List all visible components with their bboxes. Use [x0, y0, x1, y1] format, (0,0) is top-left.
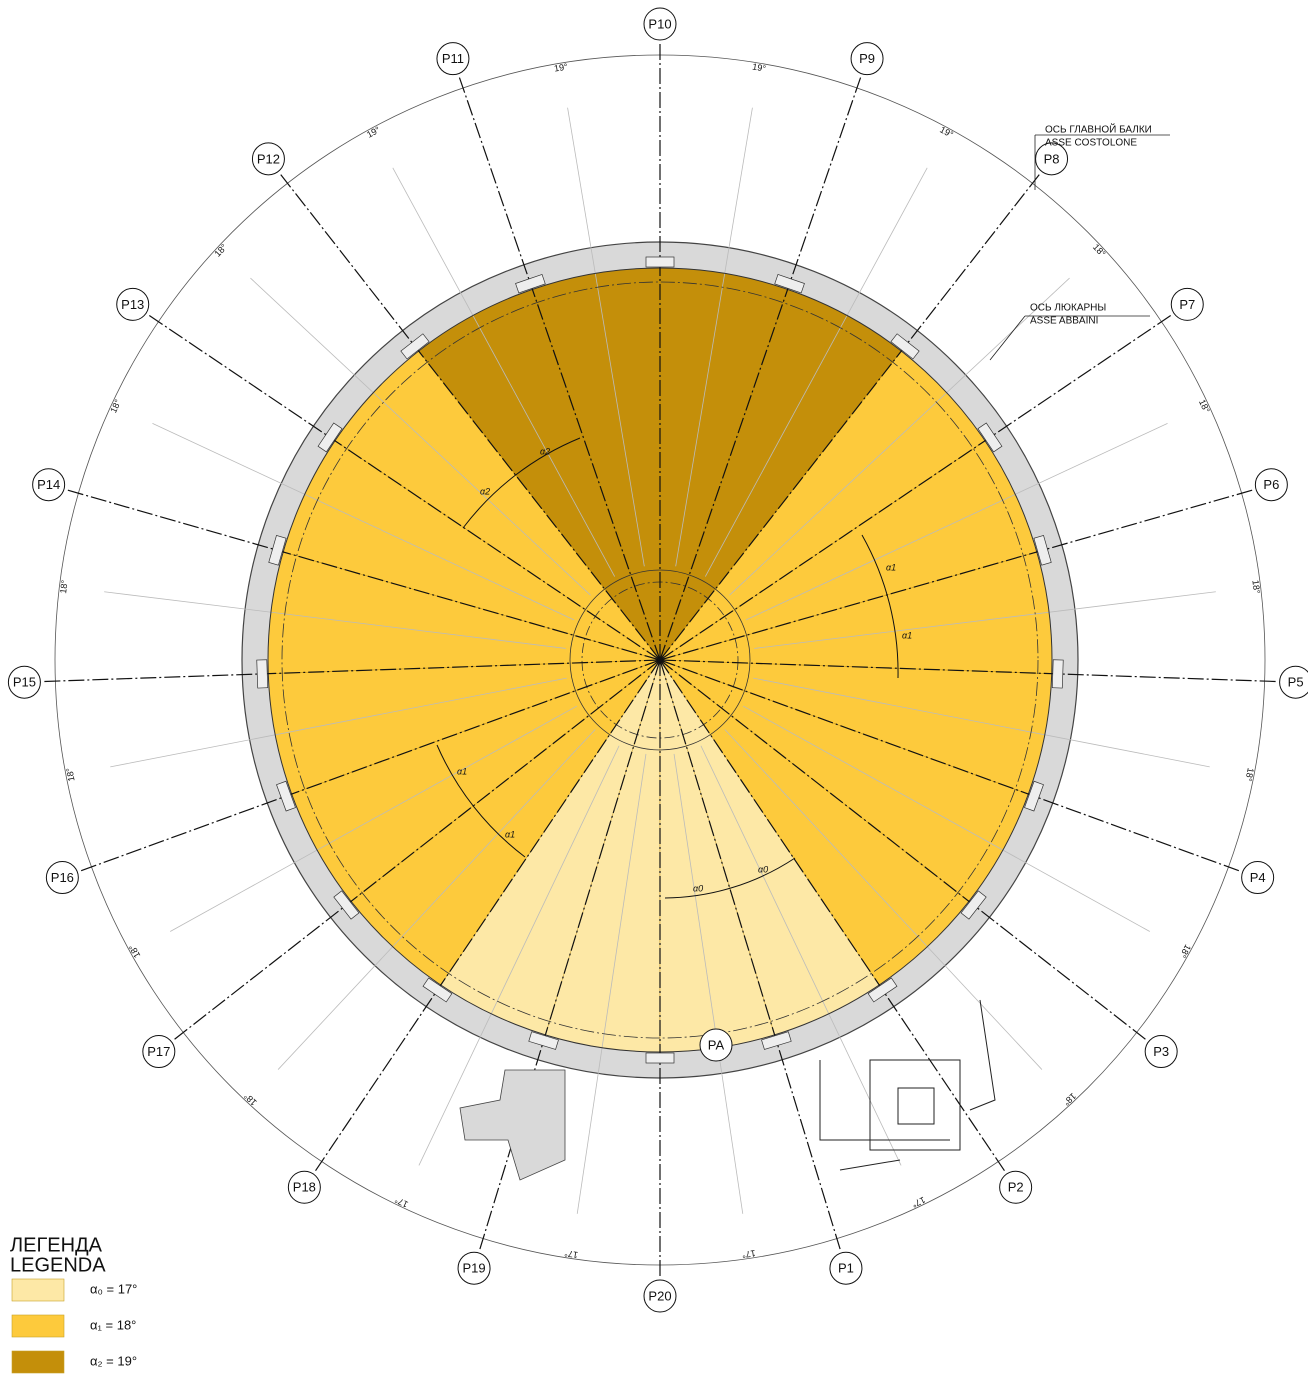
- beam-seat: [646, 1053, 674, 1063]
- axis-label: P13: [121, 297, 144, 312]
- legend-swatch: [12, 1315, 64, 1337]
- beam-seat: [257, 660, 268, 688]
- legend-title: LEGENDA: [10, 1254, 106, 1276]
- axis-label: P1: [838, 1261, 854, 1276]
- spacing-label: 17°: [910, 1195, 927, 1210]
- axis-label: P20: [648, 1288, 671, 1303]
- axis-label: P4: [1250, 870, 1266, 885]
- axis-label: P2: [1008, 1180, 1024, 1195]
- axis-label: P15: [13, 675, 36, 690]
- legend-label: α₁ = 18°: [90, 1317, 136, 1332]
- annotation-ru: ОСЬ ЛЮКАРНЫ: [1030, 303, 1106, 314]
- beam-seat: [646, 257, 674, 267]
- angle-mark: α1: [457, 766, 467, 776]
- spacing-label: 18°: [64, 767, 76, 783]
- angle-mark: α1: [505, 829, 515, 839]
- axis-label: P10: [648, 16, 671, 31]
- spacing-label: 18°: [1243, 767, 1255, 783]
- axis-label: P5: [1288, 675, 1304, 690]
- axis-label: P14: [37, 477, 60, 492]
- axis-label: P3: [1153, 1044, 1169, 1059]
- legend-swatch: [12, 1279, 64, 1301]
- spacing-label: 18°: [108, 398, 123, 415]
- axis-label: P18: [293, 1180, 316, 1195]
- angle-mark: α1: [886, 562, 896, 572]
- spacing-label: 19°: [938, 125, 955, 140]
- spacing-label: 17°: [393, 1195, 410, 1210]
- spacing-label: 18°: [242, 1091, 259, 1108]
- axis-label: P12: [257, 151, 280, 166]
- spacing-label: 18°: [212, 242, 229, 259]
- spacing-label: 19°: [365, 124, 382, 139]
- spacing-label: 18°: [127, 942, 143, 959]
- axis-label: P17: [147, 1044, 170, 1059]
- legend-label: α₂ = 19°: [90, 1353, 137, 1368]
- angle-mark: α0: [758, 864, 768, 874]
- annotation-it: ASSE COSTOLONE: [1045, 138, 1137, 149]
- spacing-label: 18°: [1061, 1091, 1078, 1108]
- spacing-label: 19°: [752, 62, 767, 74]
- spacing-label: 17°: [563, 1248, 578, 1260]
- pa-label: PA: [708, 1037, 725, 1052]
- axis-label: P7: [1179, 297, 1195, 312]
- axis-label: P8: [1044, 151, 1060, 166]
- axis-label: P6: [1263, 477, 1279, 492]
- angle-mark: α2: [480, 486, 490, 496]
- spacing-label: 18°: [1091, 242, 1108, 259]
- annex: [460, 1070, 565, 1180]
- dome-plan: 17° 18° 18° 18° 18° 18° 18° 19° 19° 19° 19° 18° 18° 1…: [0, 0, 1308, 1386]
- annotation-ru: ОСЬ ГЛАВНОЙ БАЛКИ: [1045, 123, 1152, 136]
- annotation-it: ASSE ABBAINI: [1030, 316, 1098, 327]
- angle-mark: α1: [902, 630, 912, 640]
- legend-swatch: [12, 1351, 64, 1373]
- legend-label: α₀ = 17°: [90, 1281, 137, 1296]
- axis-label: P9: [859, 51, 875, 66]
- axis-label: P11: [442, 51, 464, 66]
- spacing-label: 19°: [553, 61, 568, 73]
- spacing-label: 18°: [1177, 943, 1193, 960]
- axis-label: P16: [51, 870, 74, 885]
- spacing-label: 18°: [58, 579, 70, 594]
- spacing-label: 18°: [1197, 398, 1212, 415]
- axis-label: P19: [462, 1261, 485, 1276]
- spacing-label: 17°: [741, 1248, 756, 1260]
- beam-seat: [1052, 660, 1063, 688]
- angle-mark: α0: [693, 883, 703, 893]
- spacing-label: 18°: [1250, 579, 1262, 594]
- legend-title: ЛЕГЕНДА: [10, 1234, 103, 1256]
